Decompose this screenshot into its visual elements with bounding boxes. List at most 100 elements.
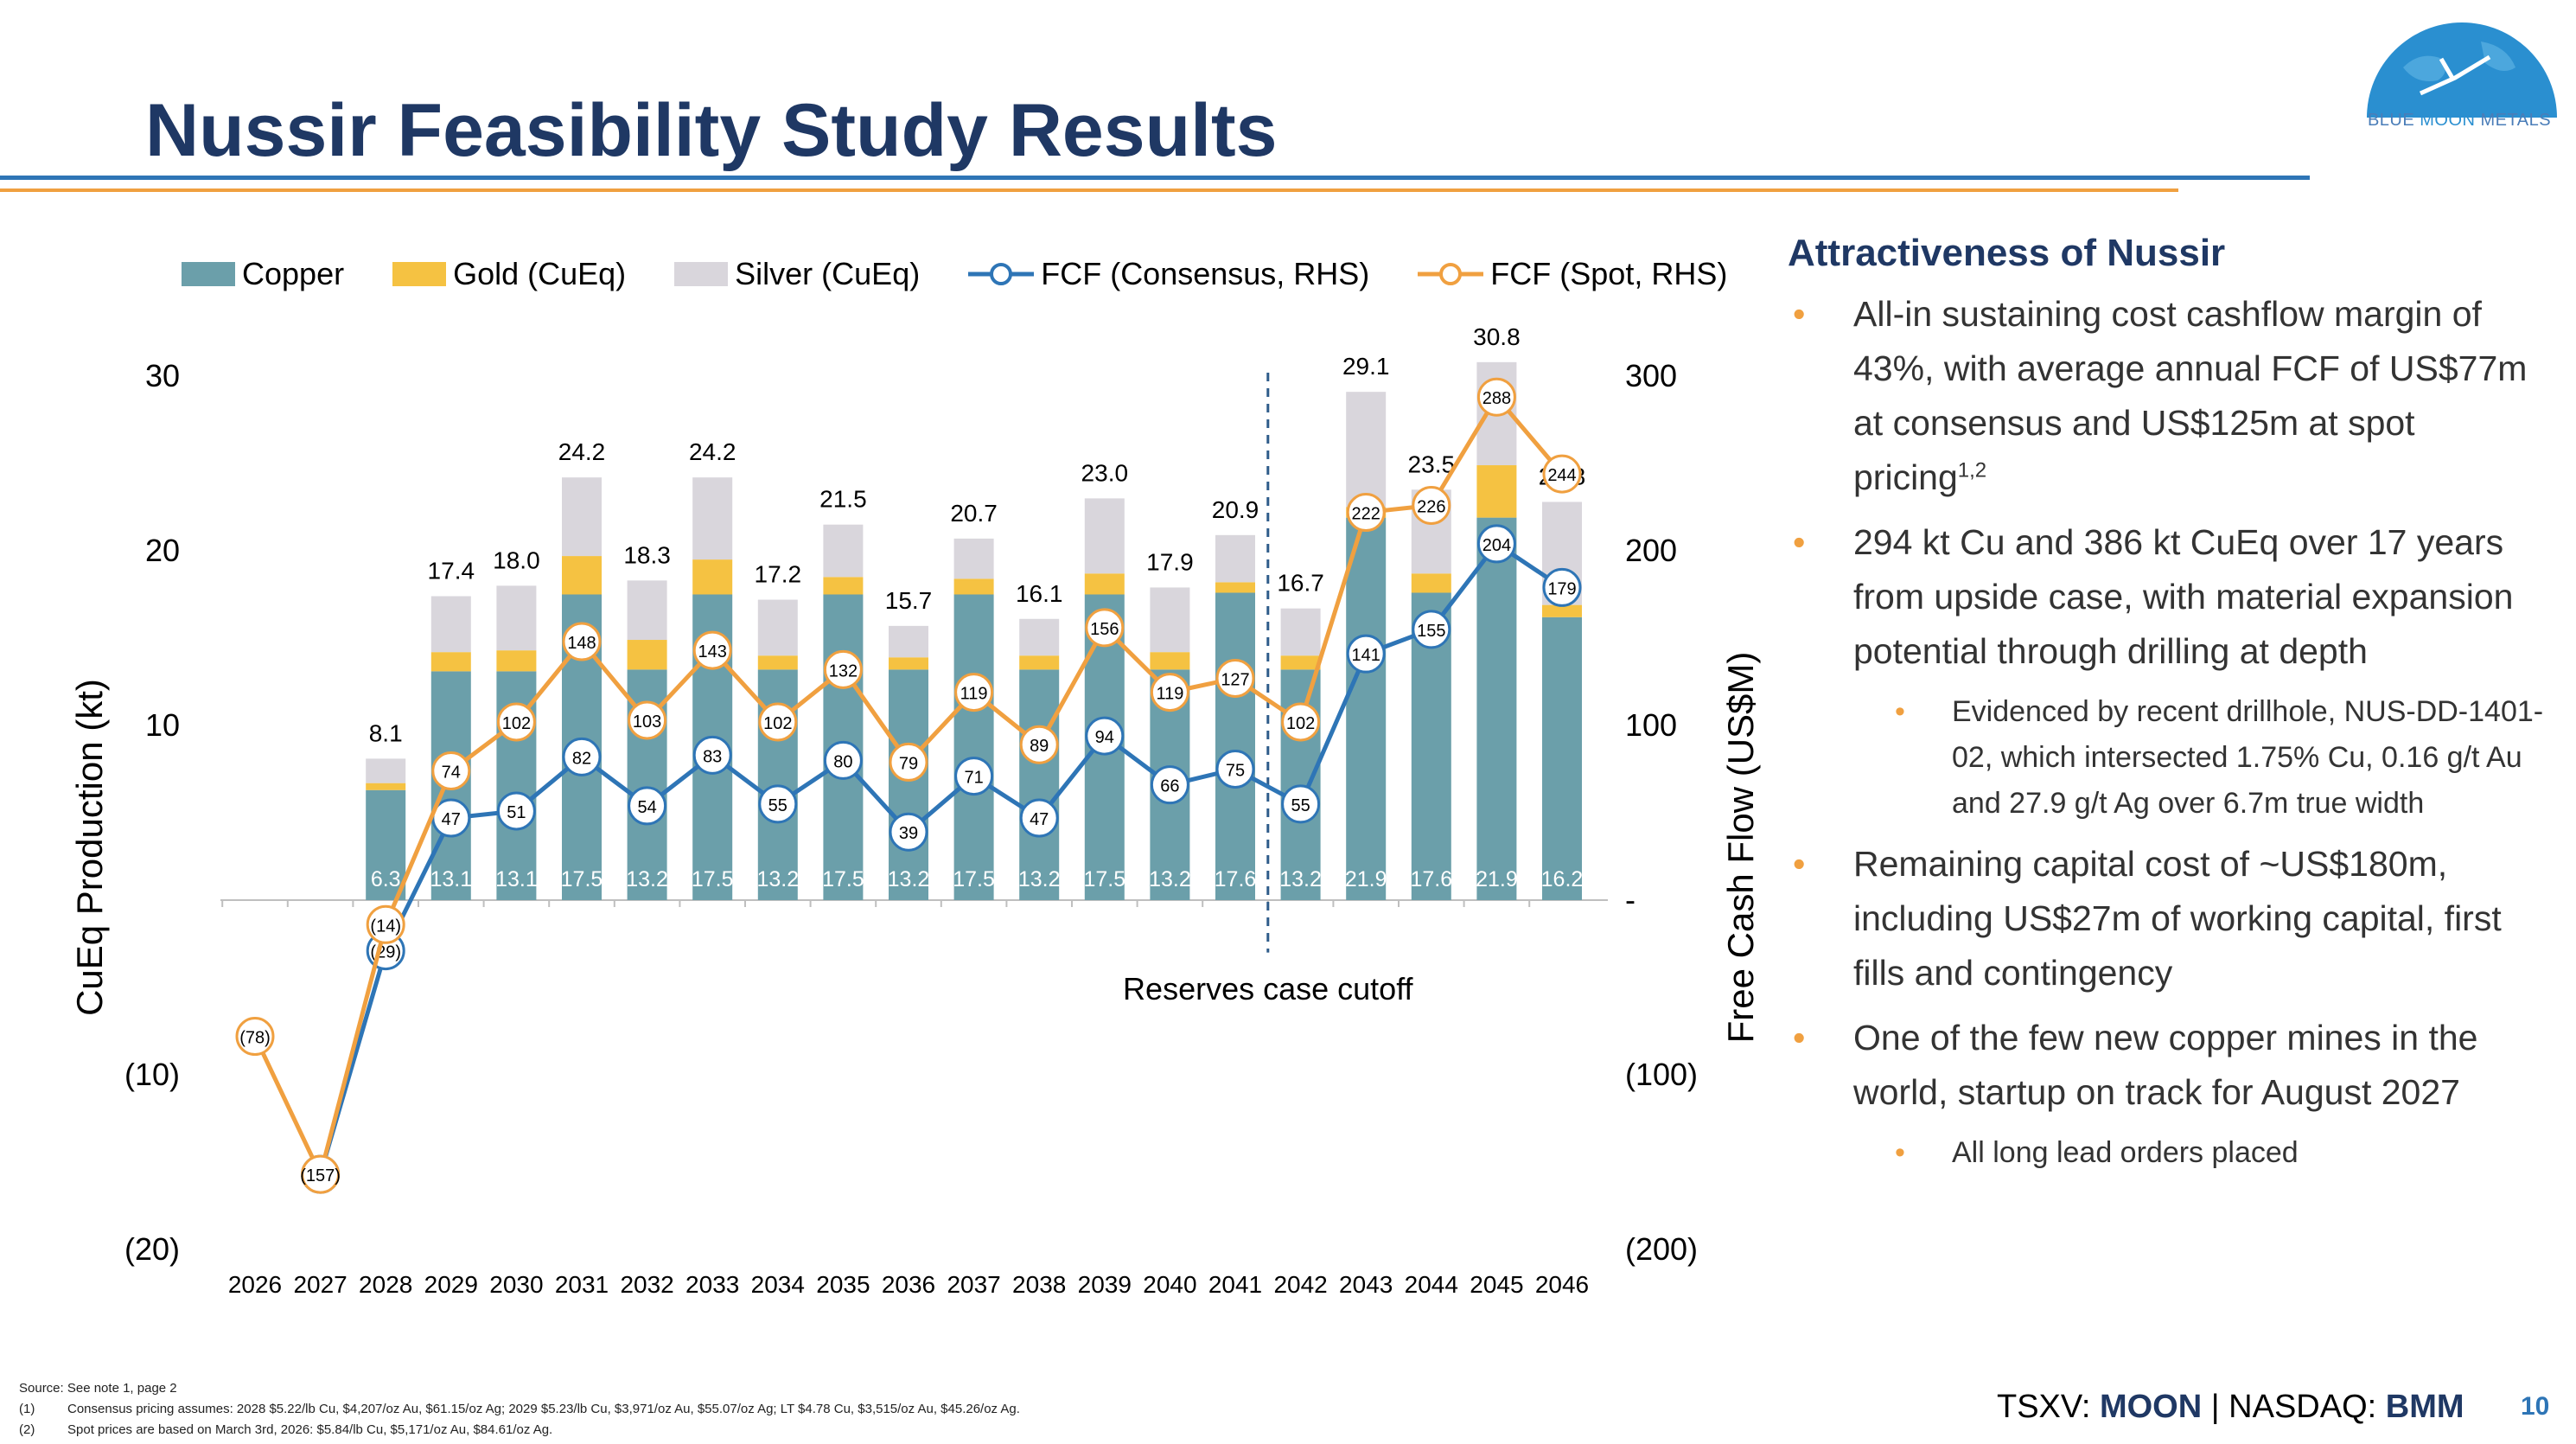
fcf-spot-value-label: 288 bbox=[1482, 389, 1511, 408]
copper-value-label: 13.2 bbox=[888, 867, 930, 891]
bar-copper bbox=[1215, 592, 1255, 900]
panel-heading: Attractiveness of Nussir bbox=[1788, 232, 2226, 274]
fcf-consensus-marker bbox=[1542, 567, 1582, 607]
fcf-consensus-marker bbox=[496, 791, 536, 831]
fcf-spot-marker bbox=[1476, 377, 1516, 417]
bar-gold bbox=[496, 650, 537, 672]
bar-gold bbox=[757, 655, 798, 670]
x-tick-label: 2037 bbox=[947, 1271, 1000, 1298]
fcf-spot-value-label: 119 bbox=[1156, 685, 1183, 704]
bar-total-label: 15.7 bbox=[885, 587, 933, 614]
legend-fcf-spot-label: FCF (Spot, RHS) bbox=[1490, 256, 1728, 291]
left-tick-label: 10 bbox=[145, 707, 180, 743]
title-divider-orange bbox=[0, 188, 2178, 192]
bar-silver bbox=[889, 625, 928, 658]
bar-total-label: 20.9 bbox=[1212, 496, 1259, 523]
fcf-consensus-marker bbox=[1281, 784, 1321, 824]
fcf-spot-marker bbox=[1150, 673, 1189, 712]
copper-value-label: 6.3 bbox=[371, 867, 401, 891]
bullet-aisc-margin: All-in sustaining cost cashflow margin o… bbox=[1788, 287, 2548, 505]
right-tick-label: 200 bbox=[1625, 533, 1677, 568]
bullet-drillhole: Evidenced by recent drillhole, NUS-DD-14… bbox=[1788, 689, 2548, 827]
left-tick-label: 30 bbox=[145, 358, 180, 393]
bar-silver bbox=[430, 596, 471, 653]
fcf-consensus-marker bbox=[823, 740, 863, 780]
fcf-consensus-value-label: 82 bbox=[572, 749, 591, 768]
right-tick-label: (100) bbox=[1625, 1057, 1698, 1092]
fcf-consensus-marker bbox=[1215, 750, 1255, 789]
fcf-spot-value-label: 74 bbox=[442, 764, 461, 783]
copper-value-label: 13.2 bbox=[626, 867, 668, 891]
copper-value-label: 13.1 bbox=[495, 867, 538, 891]
fcf-spot-value-label: 132 bbox=[829, 661, 858, 680]
x-tick-label: 2034 bbox=[751, 1271, 805, 1298]
bar-silver bbox=[1215, 534, 1255, 583]
bar-copper bbox=[366, 789, 406, 900]
x-tick-label: 2027 bbox=[293, 1271, 347, 1298]
fcf-consensus-marker bbox=[1346, 634, 1386, 674]
copper-value-label: 17.5 bbox=[1083, 867, 1125, 891]
bar-total-label: 24.2 bbox=[558, 438, 606, 465]
bar-silver bbox=[757, 599, 798, 656]
fcf-spot-value-label: 102 bbox=[502, 714, 531, 733]
fcf-consensus-marker bbox=[1019, 798, 1059, 838]
fcf-consensus-marker bbox=[1150, 765, 1189, 805]
x-tick-label: 2040 bbox=[1143, 1271, 1196, 1298]
x-tick-label: 2032 bbox=[620, 1271, 673, 1298]
logo-wordmark: BLUE MOON METALS bbox=[2367, 111, 2552, 130]
bar-gold bbox=[953, 578, 994, 595]
fcf-spot-marker bbox=[366, 904, 405, 944]
legend-fcf-spot: FCF (Spot, RHS) bbox=[1418, 256, 1727, 292]
bar-silver bbox=[1019, 618, 1060, 656]
x-tick-label: 2029 bbox=[424, 1271, 478, 1298]
left-tick-label: (20) bbox=[124, 1231, 180, 1267]
bar-silver bbox=[1280, 608, 1321, 656]
fcf-spot-value-label: 222 bbox=[1352, 505, 1380, 524]
bar-total-label: 8.1 bbox=[369, 719, 403, 746]
copper-value-label: 13.2 bbox=[1279, 867, 1322, 891]
fcf-consensus-value-label: 47 bbox=[1030, 810, 1049, 829]
legend-fcf-consensus-label: FCF (Consensus, RHS) bbox=[1041, 256, 1370, 291]
fcf-consensus-marker bbox=[1476, 524, 1516, 564]
x-tick-label: 2035 bbox=[816, 1271, 870, 1298]
reserves-cutoff-label: Reserves case cutoff bbox=[1123, 971, 1413, 1006]
copper-value-label: 17.6 bbox=[1410, 867, 1452, 891]
right-tick-label: 100 bbox=[1625, 707, 1677, 743]
fcf-consensus-value-label: 94 bbox=[1095, 728, 1114, 747]
bar-copper bbox=[1476, 517, 1517, 900]
bar-total-label: 23.0 bbox=[1081, 459, 1129, 486]
fcf-spot-marker bbox=[823, 649, 863, 689]
x-tick-label: 2042 bbox=[1273, 1271, 1327, 1298]
bar-total-label: 17.9 bbox=[1146, 548, 1194, 575]
ticker-symbols: TSXV: MOON | NASDAQ: BMM bbox=[1997, 1389, 2464, 1425]
bar-silver bbox=[823, 524, 864, 578]
fcf-consensus-value-label: 54 bbox=[637, 798, 656, 817]
bar-silver bbox=[496, 585, 537, 651]
fcf-spot-value-label: 103 bbox=[633, 712, 661, 732]
fcf-spot-marker bbox=[1346, 493, 1386, 533]
page-number: 10 bbox=[2521, 1392, 2550, 1421]
right-tick-label: (200) bbox=[1625, 1231, 1698, 1267]
fcf-spot-marker bbox=[758, 702, 798, 742]
bar-total-label: 18.0 bbox=[493, 546, 540, 573]
copper-value-label: 17.6 bbox=[1215, 867, 1257, 891]
bar-gold bbox=[1019, 655, 1060, 670]
bar-gold bbox=[1542, 604, 1582, 617]
bar-silver bbox=[953, 538, 994, 579]
bar-silver bbox=[692, 477, 733, 560]
page-title: Nussir Feasibility Study Results bbox=[145, 89, 1278, 172]
x-tick-label: 2028 bbox=[359, 1271, 412, 1298]
copper-value-label: 21.9 bbox=[1476, 867, 1518, 891]
bar-gold bbox=[823, 577, 864, 595]
fcf-consensus-value-label: 141 bbox=[1352, 646, 1380, 665]
copper-value-label: 13.2 bbox=[756, 867, 799, 891]
legend-copper-label: Copper bbox=[242, 256, 345, 291]
bar-gold bbox=[1411, 573, 1451, 593]
bar-total-label: 16.7 bbox=[1277, 570, 1324, 597]
fcf-spot-value-label: 127 bbox=[1221, 670, 1249, 689]
legend-silver: Silver (CuEq) bbox=[674, 256, 920, 292]
bar-total-label: 17.4 bbox=[428, 558, 475, 585]
fcf-spot-marker bbox=[1281, 702, 1321, 742]
copper-value-label: 16.2 bbox=[1541, 867, 1584, 891]
fcf-spot-value-label: 89 bbox=[1030, 737, 1049, 756]
